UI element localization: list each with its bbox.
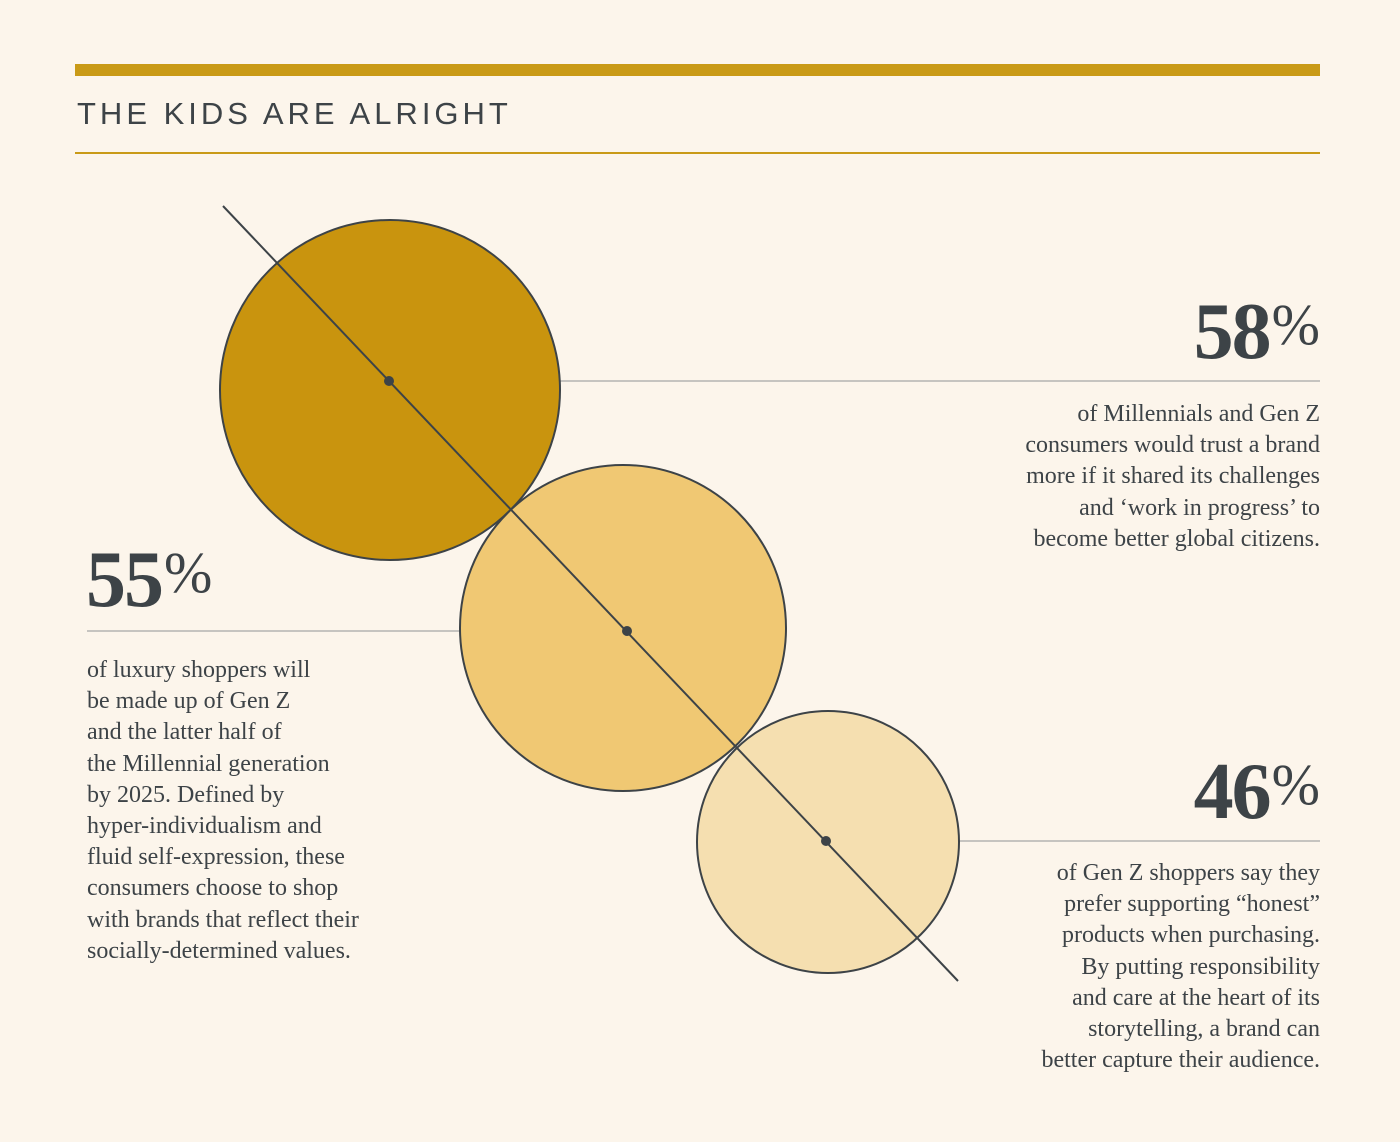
description-58-line: more if it shared its challenges [1026, 463, 1320, 490]
description-46-line: and care at the heart of its [1072, 984, 1320, 1011]
bubble-58 [219, 219, 561, 561]
description-58-line: consumers would trust a brand [1025, 432, 1320, 459]
description-46-line: storytelling, a brand can [1088, 1016, 1320, 1043]
description-55-line: the Millennial generation [87, 750, 330, 777]
description-55-line: hyper-individualism and [87, 813, 322, 840]
description-55-line: socially-determined values. [87, 937, 351, 964]
description-55-line: by 2025. Defined by [87, 781, 285, 808]
description-46-line: By putting responsibility [1081, 953, 1320, 980]
center-dot-46 [821, 836, 831, 846]
stat-58-number: 58 [1193, 288, 1272, 376]
stat-55-percent-sign: % [164, 540, 212, 605]
stat-46: 46% [1194, 752, 1320, 832]
description-58-line: and ‘work in progress’ to [1079, 494, 1320, 521]
stat-46-percent-sign: % [1271, 752, 1320, 817]
description-46-line: of Gen Z shoppers say they [1056, 860, 1320, 886]
description-55-line: with brands that reflect their [87, 906, 359, 933]
description-58-line: of Millennials and Gen Z [1077, 401, 1320, 427]
diagonal-axis-line [222, 205, 959, 982]
stat-58-percent-sign: % [1271, 292, 1320, 357]
description-55-line: consumers choose to shop [87, 875, 339, 902]
center-dot-55 [622, 626, 632, 636]
description-55: of luxury shoppers will be made up of Ge… [87, 655, 359, 967]
description-55-line: fluid self-expression, these [87, 844, 345, 871]
description-46-line: better capture their audience. [1041, 1047, 1320, 1074]
description-55-line: and the latter half of [87, 719, 282, 746]
center-dot-58 [384, 376, 394, 386]
stat-58: 58% [1194, 292, 1320, 372]
description-58-line: become better global citizens. [1033, 525, 1320, 552]
stat-55: 55% [86, 540, 212, 620]
title-divider [75, 152, 1320, 154]
stat-46-number: 46 [1193, 748, 1272, 836]
top-accent-bar [75, 64, 1320, 76]
description-55-line: be made up of Gen Z [87, 688, 291, 715]
description-58: of Millennials and Gen Z consumers would… [1025, 399, 1320, 555]
page-title: THE KIDS ARE ALRIGHT [77, 96, 512, 131]
description-46: of Gen Z shoppers say they prefer suppor… [1041, 858, 1320, 1076]
stat-55-number: 55 [86, 536, 164, 624]
description-46-line: products when purchasing. [1062, 922, 1320, 949]
description-55-line: of luxury shoppers will [87, 657, 311, 683]
description-46-line: prefer supporting “honest” [1064, 891, 1320, 918]
